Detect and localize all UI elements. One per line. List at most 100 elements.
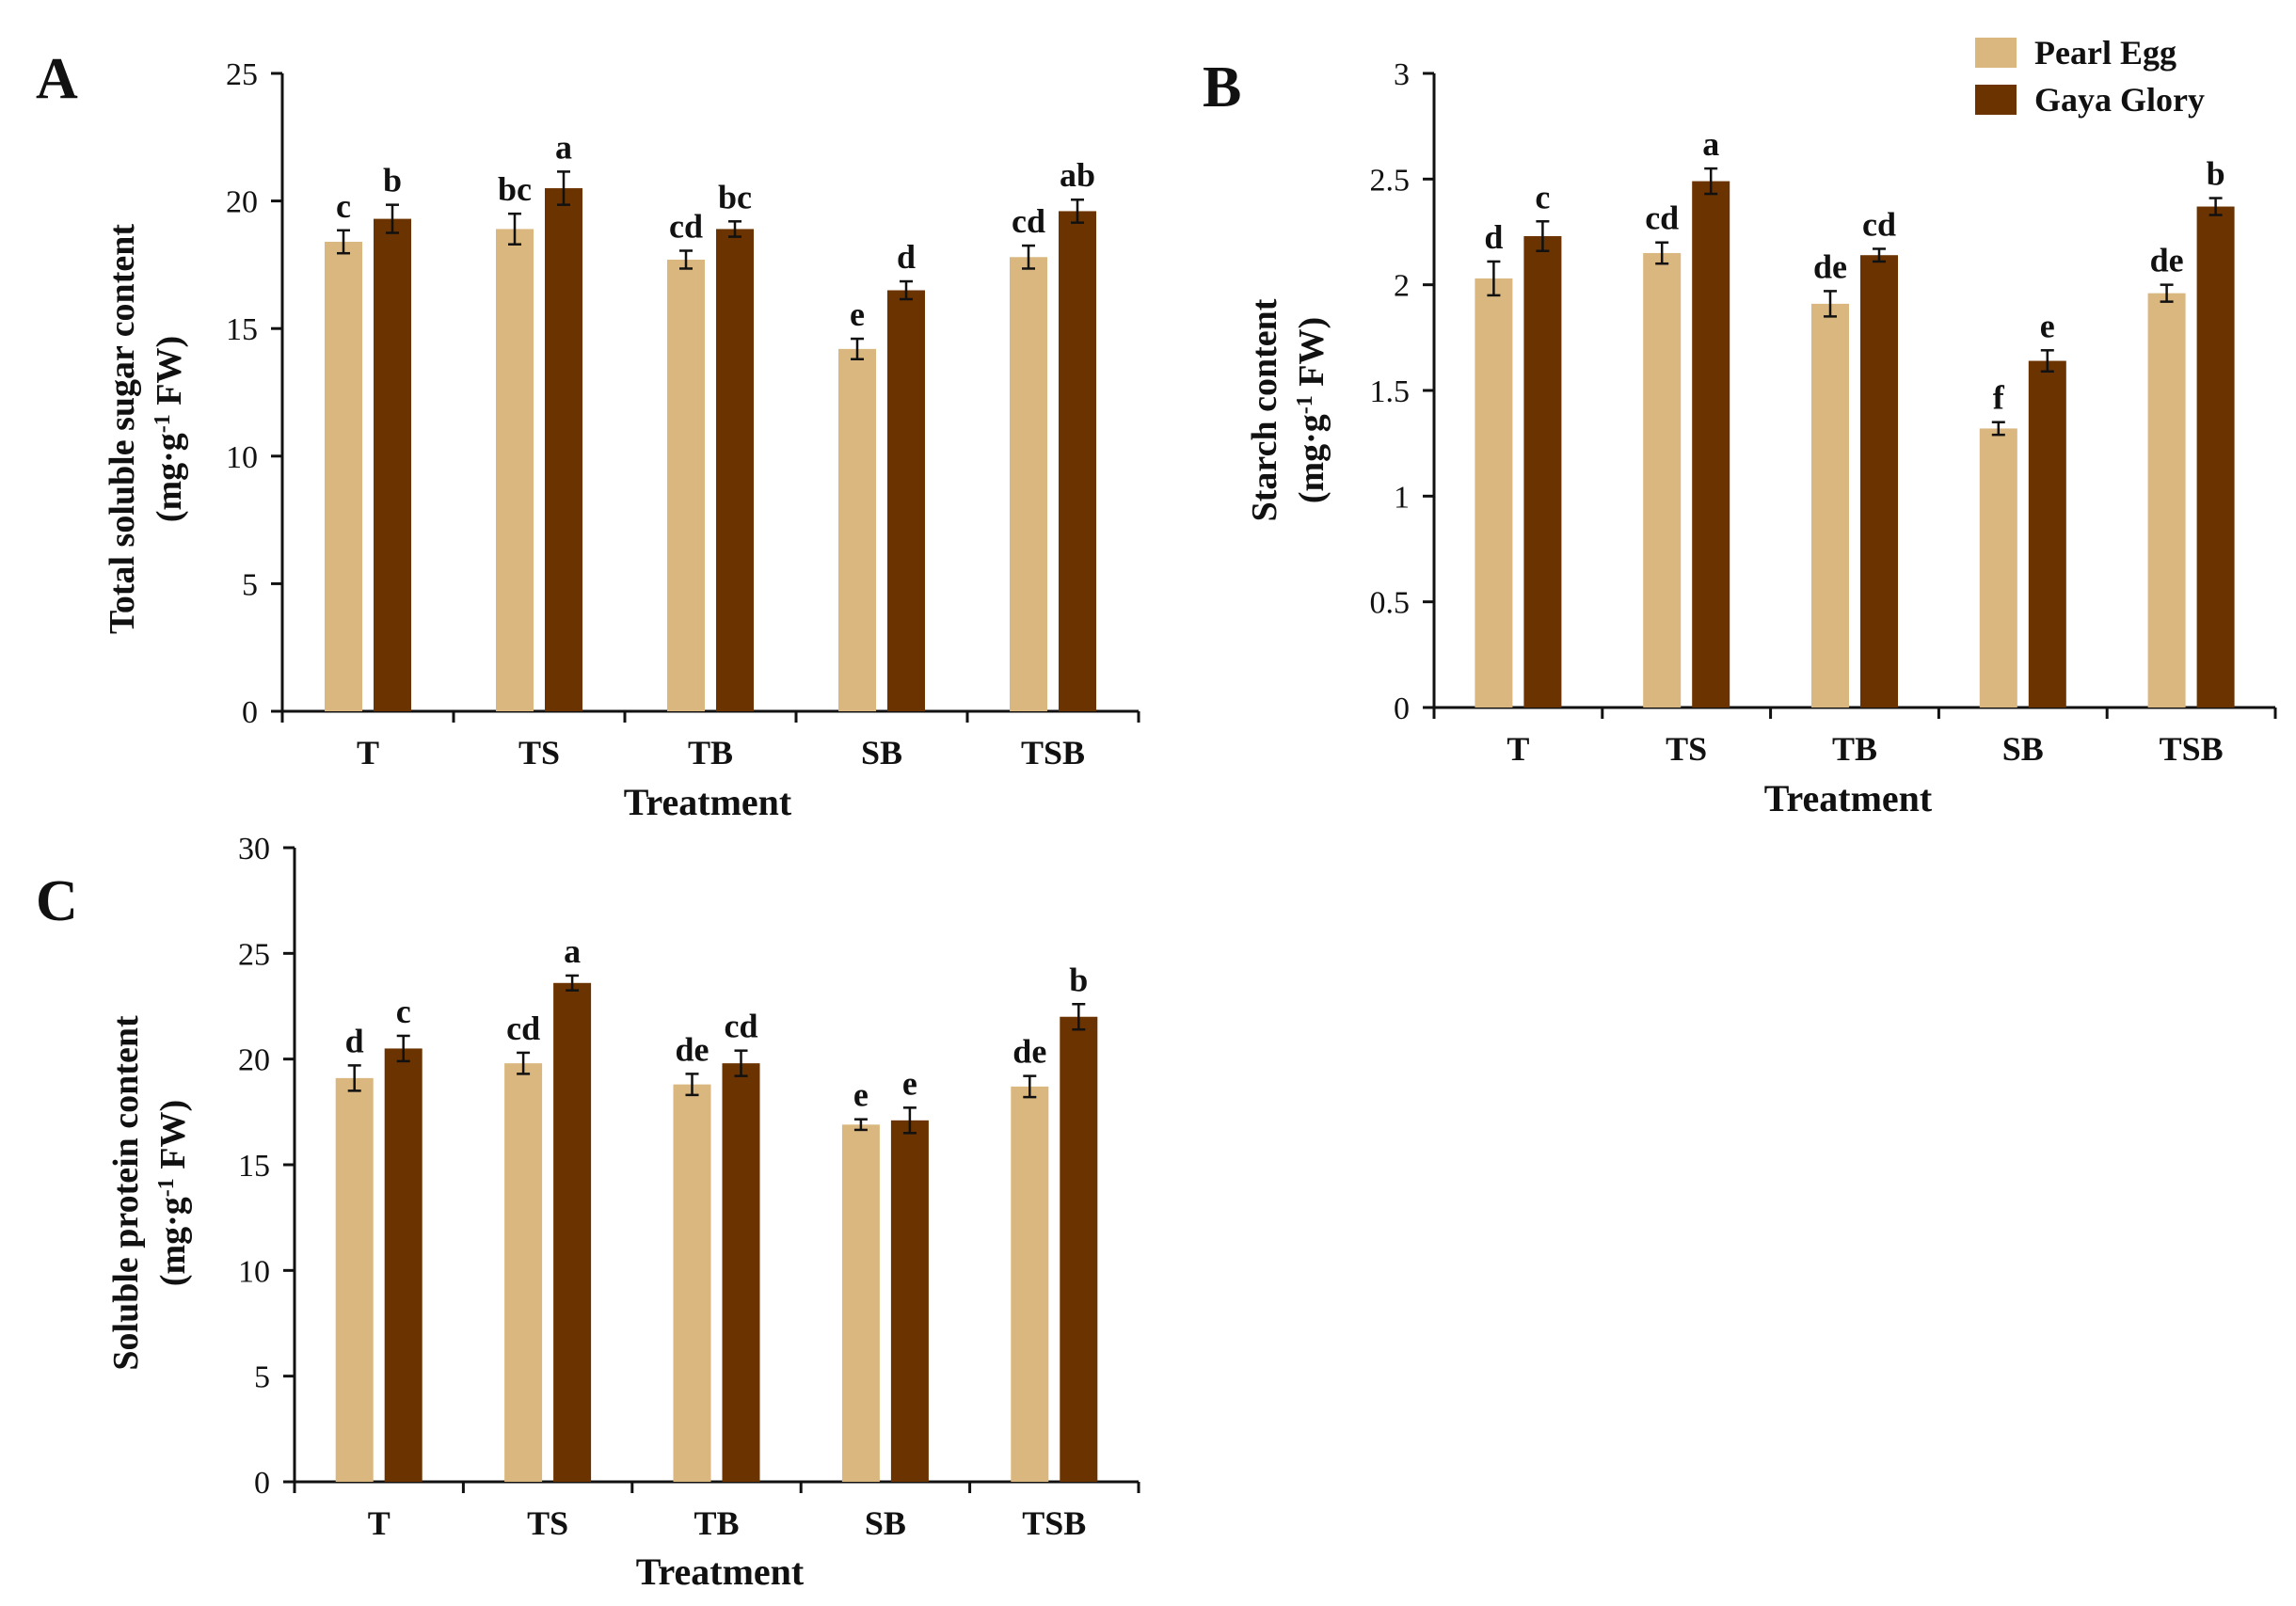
y-axis-title-c: Soluble protein content (mg·g-1 FW) (106, 1015, 193, 1371)
significance-letter-b: a (1702, 125, 1719, 163)
x-tick-label-a: TB (688, 734, 733, 771)
legend: Pearl Egg Gaya Glory (1975, 34, 2205, 119)
bar-b-pearl-egg (1643, 252, 1682, 708)
bar-c-pearl-egg (673, 1084, 711, 1482)
significance-letter-b: cd (1645, 199, 1679, 237)
significance-letter-a: c (336, 187, 351, 225)
bar-b-gaya-glory (1523, 235, 1562, 708)
significance-letter-b: b (2207, 155, 2225, 193)
bar-c-gaya-glory (384, 1048, 423, 1482)
bar-b-gaya-glory (1692, 181, 1730, 708)
y-tick-label-b: 0 (1394, 692, 1410, 726)
x-tick-label-b: TS (1666, 730, 1707, 768)
y-tick-label-c: 25 (238, 937, 270, 972)
bar-a-gaya-glory (374, 218, 411, 712)
significance-letter-c: e (902, 1064, 917, 1102)
y-tick-label-c: 5 (254, 1360, 270, 1395)
x-axis-title-a: Treatment (624, 781, 792, 823)
y-axis-title-a-line2: (mg·g-1 FW) (150, 336, 189, 522)
y-tick-label-c: 20 (238, 1043, 270, 1078)
x-tick-label-a: TS (518, 734, 560, 771)
legend-label-gaya-glory: Gaya Glory (2034, 81, 2205, 119)
y-tick-label-b: 1.5 (1370, 374, 1411, 409)
x-tick-label-b: TSB (2160, 730, 2224, 768)
x-axis-title-c: Treatment (636, 1550, 805, 1593)
bar-c-gaya-glory (722, 1063, 760, 1482)
significance-letter-a: cd (1012, 202, 1045, 240)
bar-c-pearl-egg (841, 1124, 880, 1482)
y-tick-label-a: 20 (226, 185, 258, 220)
y-axis-title-c-line1: Soluble protein content (106, 1015, 146, 1371)
bar-a-pearl-egg (1010, 257, 1047, 711)
legend-swatch-gaya-glory (1975, 85, 2017, 115)
y-tick-label-b: 2 (1394, 269, 1410, 304)
bar-b-gaya-glory (1860, 255, 1898, 708)
chart-panel-b: B Starch content (mg·g-1 FW) Treatment 0… (1203, 56, 2277, 819)
x-tick-label-c: SB (865, 1504, 906, 1542)
significance-letter-b: e (2040, 307, 2055, 344)
y-tick-label-a: 25 (226, 57, 258, 92)
bar-c-gaya-glory (1060, 1016, 1098, 1482)
significance-letter-a: a (555, 128, 572, 166)
bar-b-pearl-egg (1475, 278, 1513, 708)
chart-panel-a: A Total soluble sugar content (mg·g-1 FW… (36, 47, 1140, 823)
bar-b-pearl-egg (1979, 428, 2017, 708)
bar-c-gaya-glory (553, 982, 592, 1482)
y-tick-label-c: 30 (238, 832, 270, 867)
bar-b-pearl-egg (2147, 293, 2186, 708)
bar-a-pearl-egg (325, 241, 362, 711)
x-tick-label-b: T (1507, 730, 1529, 768)
y-tick-label-a: 15 (226, 312, 258, 347)
bar-c-gaya-glory (890, 1120, 929, 1482)
significance-letter-b: f (1993, 379, 2005, 417)
significance-letter-c: a (564, 932, 581, 970)
bar-b-gaya-glory (2196, 206, 2235, 708)
bar-a-pearl-egg (838, 348, 876, 711)
bar-a-gaya-glory (887, 290, 925, 711)
y-tick-label-b: 1 (1394, 480, 1410, 515)
significance-letter-a: d (897, 238, 916, 276)
significance-letter-b: de (2150, 242, 2184, 279)
significance-letter-a: b (383, 162, 402, 199)
significance-letter-c: d (345, 1022, 364, 1059)
panel-label-c: C (36, 869, 78, 933)
y-tick-label-c: 10 (238, 1254, 270, 1289)
bar-a-pearl-egg (667, 259, 705, 711)
x-tick-label-b: TB (1832, 730, 1877, 768)
y-axis-title-a: Total soluble sugar content (mg·g-1 FW) (103, 224, 189, 634)
x-tick-label-c: TSB (1022, 1504, 1086, 1542)
chart-panel-c: C Soluble protein content (mg·g-1 FW) Tr… (36, 832, 1140, 1593)
y-axis-title-b-line1: Starch content (1245, 298, 1284, 521)
significance-letter-c: c (396, 993, 411, 1030)
bar-c-pearl-egg (335, 1077, 374, 1482)
significance-letter-a: bc (718, 178, 752, 215)
y-tick-label-c: 15 (238, 1149, 270, 1184)
significance-letter-c: b (1069, 961, 1088, 998)
y-tick-label-a: 10 (226, 440, 258, 475)
y-axis-title-b-line2: (mg·g-1 FW) (1292, 317, 1331, 503)
panel-label-a: A (36, 47, 78, 111)
legend-swatch-pearl-egg (1975, 38, 2017, 68)
significance-letter-a: bc (498, 170, 532, 208)
x-tick-label-c: TB (694, 1504, 739, 1542)
significance-letter-c: de (676, 1030, 710, 1068)
panel-label-b: B (1203, 56, 1241, 119)
x-tick-label-b: SB (2002, 730, 2044, 768)
y-tick-label-b: 0.5 (1370, 586, 1411, 621)
significance-letter-a: cd (669, 207, 703, 245)
bar-b-pearl-egg (1811, 303, 1849, 708)
x-tick-label-a: TSB (1021, 734, 1085, 771)
y-axis-title-a-line1: Total soluble sugar content (103, 224, 142, 634)
significance-letter-a: ab (1060, 156, 1095, 194)
legend-label-pearl-egg: Pearl Egg (2034, 34, 2176, 72)
y-tick-label-a: 5 (242, 567, 258, 602)
significance-letter-b: d (1484, 218, 1503, 256)
y-tick-label-c: 0 (254, 1466, 270, 1501)
x-tick-label-c: T (368, 1504, 391, 1542)
significance-letter-b: cd (1862, 205, 1896, 243)
y-tick-label-b: 3 (1394, 57, 1410, 92)
y-tick-label-a: 0 (242, 695, 258, 730)
